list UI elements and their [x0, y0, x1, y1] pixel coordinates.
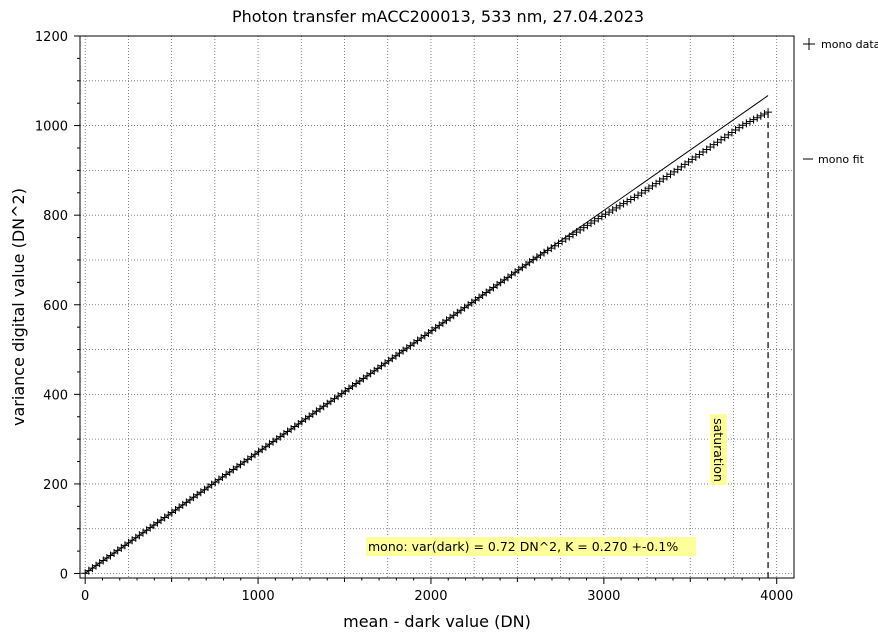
data-point: [601, 210, 610, 219]
data-point: [587, 219, 596, 228]
data-point: [630, 193, 639, 202]
y-tick-label: 400: [43, 388, 68, 403]
plot-area: [79, 35, 795, 579]
legend: mono data mono fit: [803, 38, 878, 166]
annotation-layer: mono: var(dark) = 0.72 DN^2, K = 0.270 +…: [366, 537, 696, 556]
data-point: [753, 113, 762, 122]
data-point: [623, 197, 632, 206]
y-tick-label: 1000: [35, 120, 68, 135]
chart-title: Photon transfer mACC200013, 533 nm, 27.0…: [232, 7, 644, 26]
y-tick-label: 600: [43, 299, 68, 314]
legend-marker-mono-data: [803, 38, 815, 50]
y-tick-label: 0: [60, 568, 68, 583]
data-point: [572, 228, 581, 237]
data-point: [619, 199, 628, 208]
x-tick-label: 3000: [587, 589, 620, 604]
data-point: [612, 203, 621, 212]
data-point: [756, 111, 765, 120]
fit-layer: [84, 95, 769, 574]
data-point: [561, 234, 570, 243]
legend-label-mono-fit: mono fit: [818, 153, 865, 166]
data-point: [565, 232, 574, 241]
data-point: [579, 223, 588, 232]
data-point: [608, 206, 617, 215]
annotation-text: mono: var(dark) = 0.72 DN^2, K = 0.270 +…: [368, 539, 678, 554]
axes-layer: 0 1000 2000 3000 4000 0 200 400 600 800 1000 1200: [35, 30, 793, 604]
x-tick-label: 1000: [242, 589, 275, 604]
data-point: [558, 237, 567, 246]
y-tick-label: 200: [43, 478, 68, 493]
annotation-bg: [366, 537, 696, 556]
grid: [80, 35, 794, 578]
saturation-label-bg: [710, 414, 727, 485]
y-tick-label: 1200: [35, 30, 68, 45]
x-tick-label: 2000: [414, 589, 447, 604]
legend-label-mono-data: mono data: [821, 38, 878, 51]
y-tick-label: 800: [43, 209, 68, 224]
data-point: [568, 230, 577, 239]
data-point: [746, 117, 755, 126]
y-axis-label: variance digital value (DN^2): [9, 188, 28, 426]
data-point: [605, 208, 614, 217]
data-point: [615, 201, 624, 210]
data-point: [749, 115, 758, 124]
saturation-label: saturation: [711, 418, 726, 482]
data-point: [738, 121, 747, 130]
data-point: [590, 216, 599, 225]
data-point: [742, 119, 751, 128]
data-point: [626, 195, 635, 204]
data-point: [760, 110, 769, 119]
x-tick-label: 4000: [760, 589, 793, 604]
fit-line: [84, 95, 769, 574]
x-axis-label: mean - dark value (DN): [343, 612, 531, 631]
data-point: [536, 250, 545, 259]
x-tick-label: 0: [81, 589, 89, 604]
data-point: [583, 221, 592, 230]
data-layer: [81, 108, 773, 578]
saturation-layer: saturation: [710, 112, 769, 578]
data-point: [576, 225, 585, 234]
